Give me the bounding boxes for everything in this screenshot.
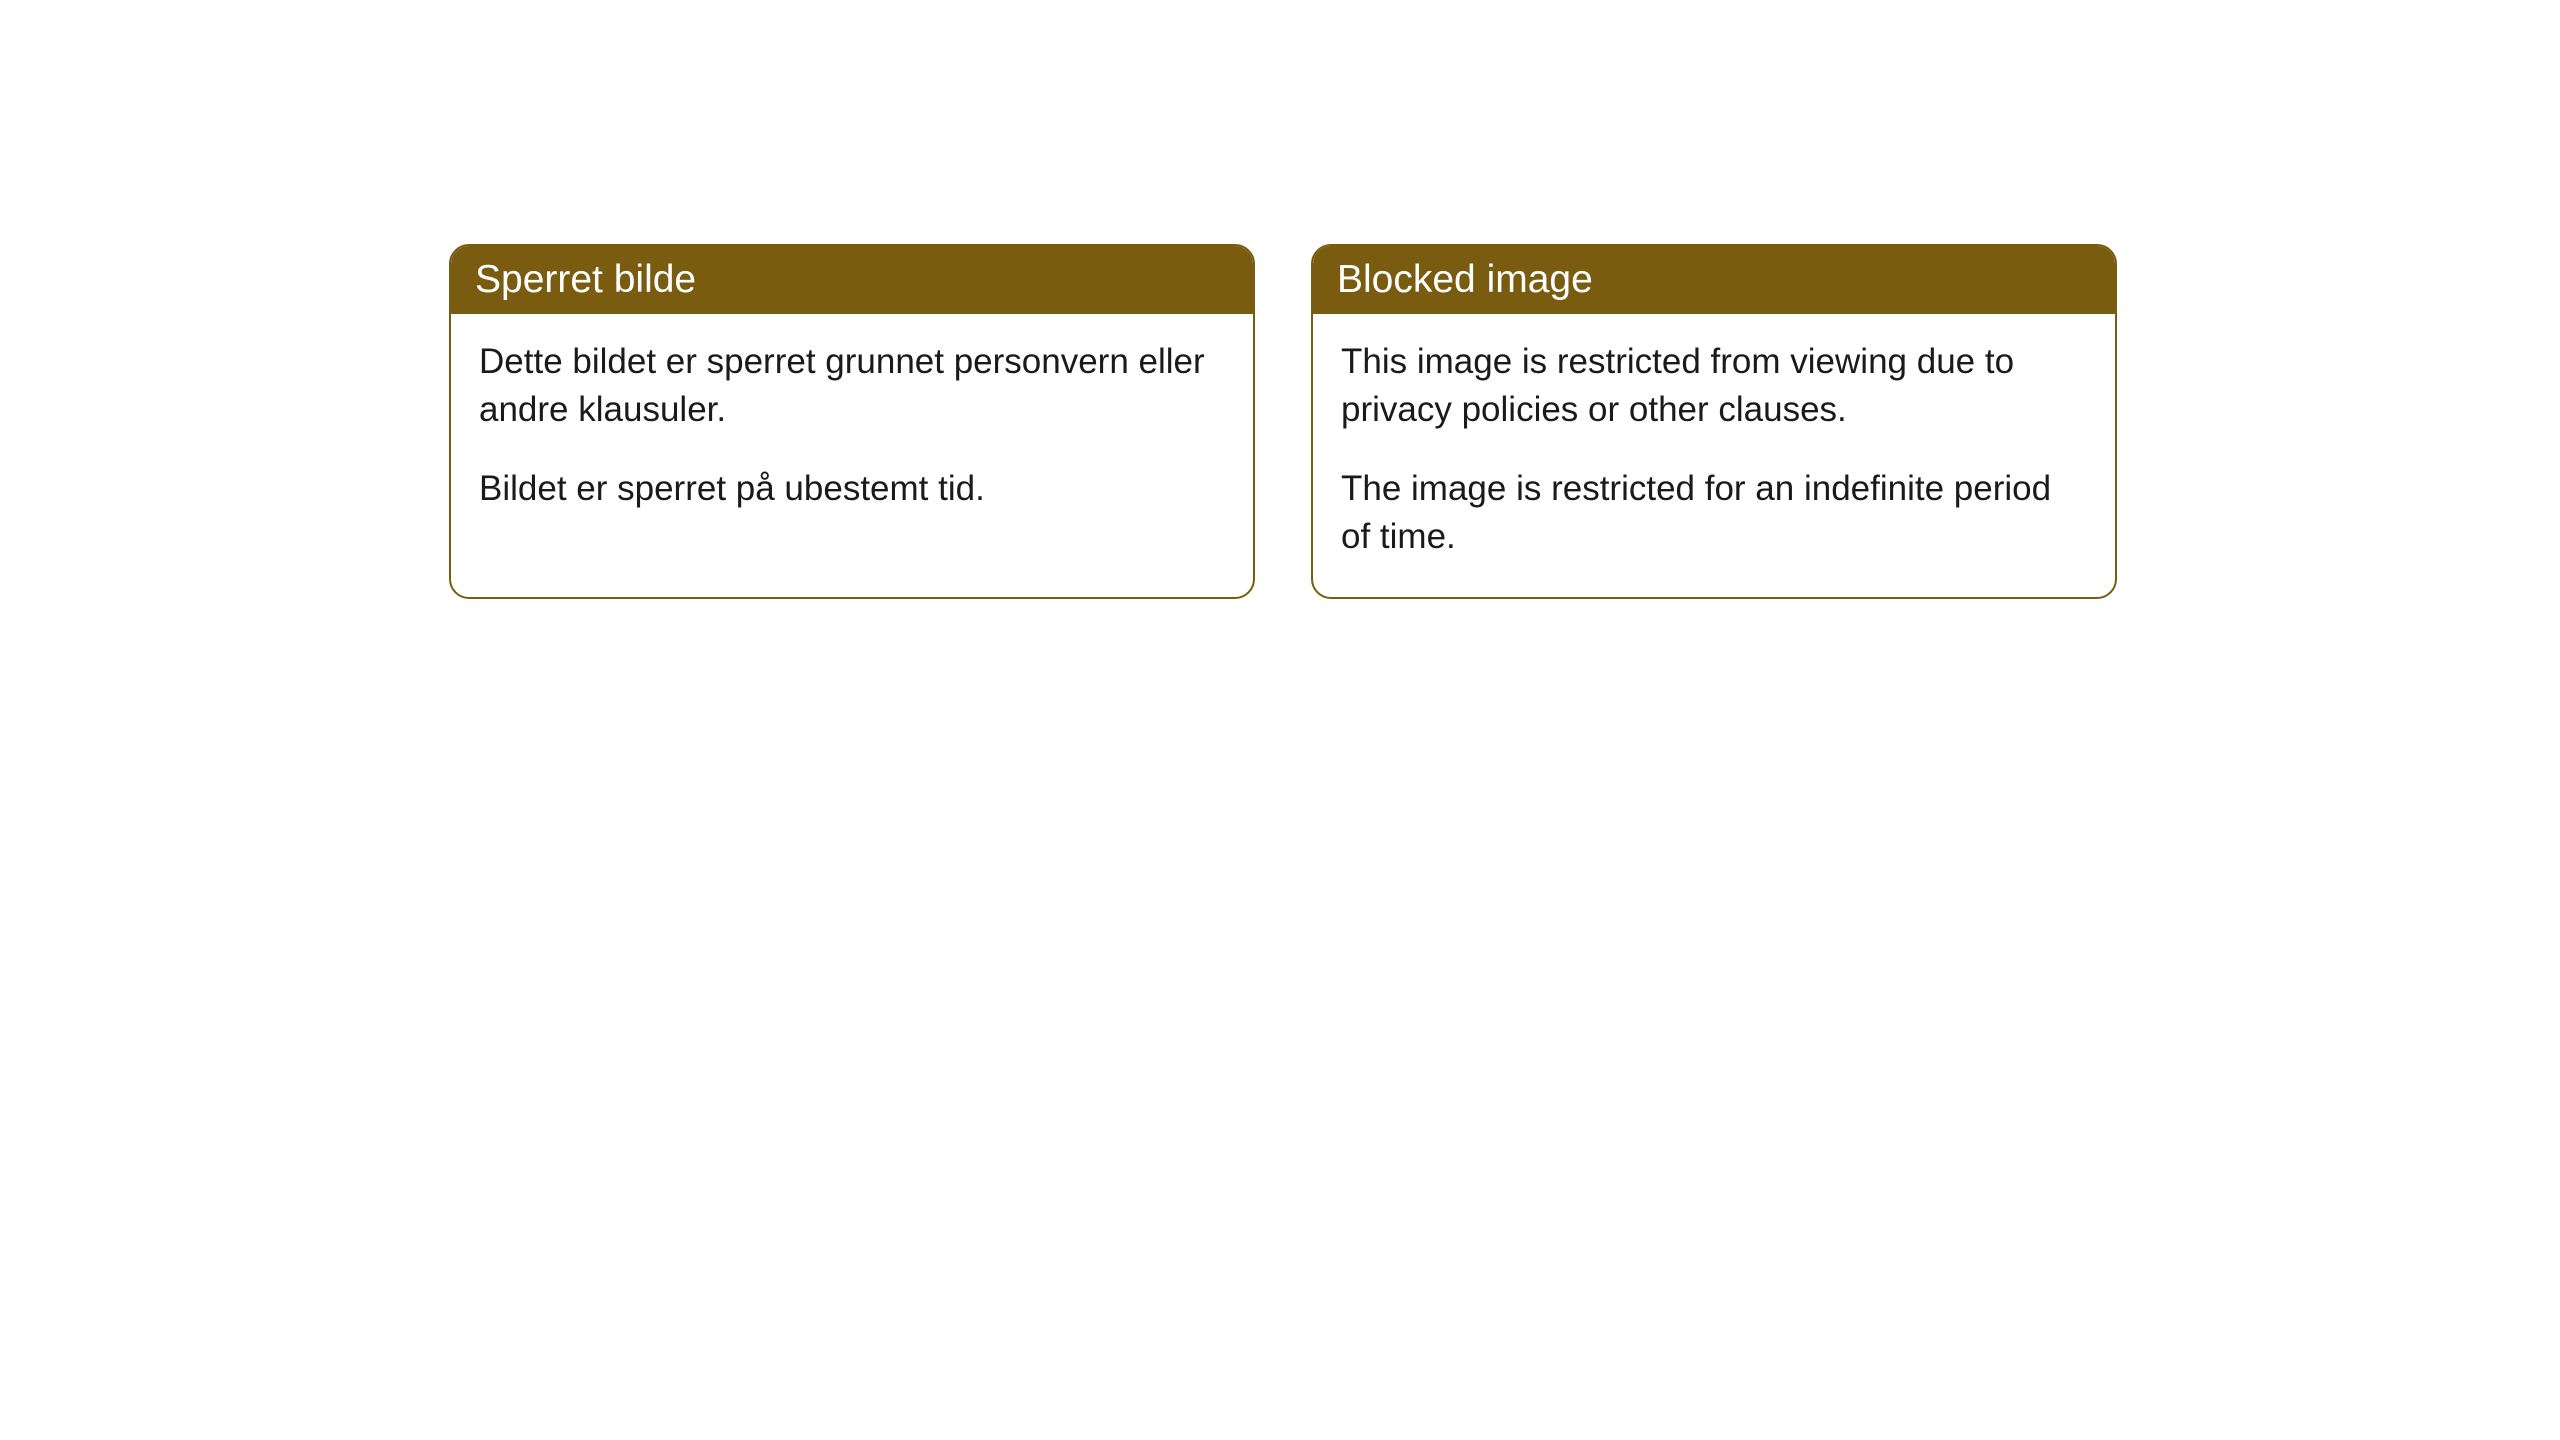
card-paragraph-2: The image is restricted for an indefinit… [1341,465,2087,562]
notice-card-norwegian: Sperret bilde Dette bildet er sperret gr… [449,244,1255,599]
notice-card-english: Blocked image This image is restricted f… [1311,244,2117,599]
card-body: This image is restricted from viewing du… [1313,314,2115,597]
card-paragraph-1: This image is restricted from viewing du… [1341,338,2087,435]
card-header: Sperret bilde [451,246,1253,314]
notice-cards-container: Sperret bilde Dette bildet er sperret gr… [449,244,2117,599]
card-title: Blocked image [1337,258,1593,301]
card-body: Dette bildet er sperret grunnet personve… [451,314,1253,549]
card-header: Blocked image [1313,246,2115,314]
card-paragraph-2: Bildet er sperret på ubestemt tid. [479,465,1225,513]
card-title: Sperret bilde [475,258,696,301]
card-paragraph-1: Dette bildet er sperret grunnet personve… [479,338,1225,435]
